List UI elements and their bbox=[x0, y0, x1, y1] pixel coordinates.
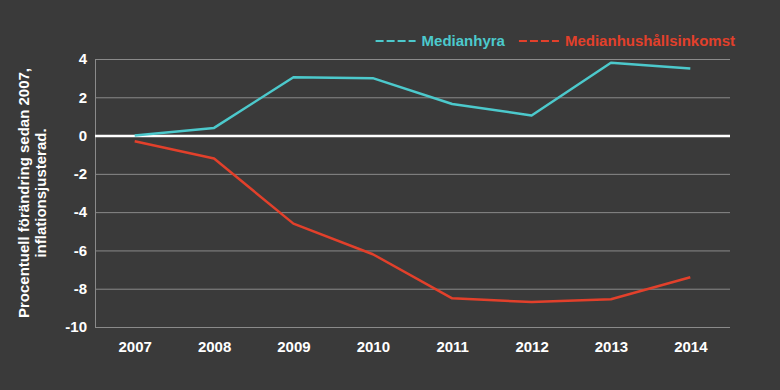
x-axis: 2007 2008 2009 2010 2011 2012 2013 2014 bbox=[119, 338, 709, 355]
x-tick: 2011 bbox=[436, 338, 469, 355]
grid-line bbox=[95, 212, 730, 213]
x-tick-label: 2007 bbox=[119, 338, 152, 355]
y-tick-label: 2 bbox=[79, 89, 87, 106]
legend-label: Medianhushållsinkomst bbox=[565, 32, 735, 49]
y-axis-title-line: inflationsjusterad. bbox=[32, 128, 49, 257]
y-tick-label: -8 bbox=[74, 280, 87, 297]
chart: -10-8-6-4-202420072008200920102011201220… bbox=[0, 0, 780, 390]
y-tick-label: -2 bbox=[74, 165, 87, 182]
x-tick-label: 2012 bbox=[515, 338, 548, 355]
y-axis: -10 -8 -6 -4 -2 0 2 4 bbox=[65, 50, 730, 335]
x-tick: 2009 bbox=[277, 338, 310, 355]
y-tick: -2 bbox=[74, 165, 730, 182]
y-tick: -4 bbox=[74, 203, 730, 220]
plot: -10-8-6-4-202420072008200920102011201220… bbox=[65, 50, 730, 354]
grid-line bbox=[95, 327, 730, 328]
y-tick-label: -4 bbox=[74, 203, 88, 220]
y-tick: 2 bbox=[79, 89, 730, 106]
y-tick-label: -10 bbox=[65, 318, 87, 335]
x-tick-label: 2013 bbox=[595, 338, 628, 355]
grid-line bbox=[95, 97, 730, 98]
y-tick: -6 bbox=[74, 242, 730, 259]
series-line bbox=[135, 63, 691, 136]
legend-item: Medianhushållsinkomst bbox=[519, 32, 735, 49]
y-tick: 0 bbox=[79, 127, 730, 144]
y-tick-label: 4 bbox=[79, 50, 88, 67]
y-axis-title-line: Procentuell förändring sedan 2007, bbox=[15, 68, 32, 318]
x-tick: 2010 bbox=[357, 338, 390, 355]
x-tick-label: 2010 bbox=[357, 338, 390, 355]
background bbox=[0, 0, 780, 390]
grid-line bbox=[95, 135, 730, 138]
legend-item: Medianhyra bbox=[376, 32, 506, 49]
x-tick: 2007 bbox=[119, 338, 152, 355]
legend-label: Medianhyra bbox=[422, 32, 506, 49]
grid-line bbox=[95, 250, 730, 251]
y-tick-label: 0 bbox=[79, 127, 87, 144]
grid-line bbox=[95, 174, 730, 175]
x-tick-label: 2008 bbox=[198, 338, 231, 355]
x-tick: 2012 bbox=[515, 338, 548, 355]
grid-line bbox=[95, 289, 730, 290]
x-tick-label: 2011 bbox=[436, 338, 469, 355]
x-tick: 2013 bbox=[595, 338, 628, 355]
legend: Medianhushållsinkomst Medianhyra bbox=[376, 32, 735, 49]
grid-line bbox=[95, 59, 730, 60]
y-axis-line bbox=[96, 60, 731, 328]
x-tick-label: 2014 bbox=[674, 338, 708, 355]
x-tick-label: 2009 bbox=[277, 338, 310, 355]
legend-swatch bbox=[376, 40, 416, 42]
x-tick: 2014 bbox=[674, 338, 708, 355]
lines bbox=[135, 63, 691, 302]
y-axis-title: Procentuell förändring sedan 2007,inflat… bbox=[15, 68, 49, 318]
y-tick-label: -6 bbox=[74, 242, 87, 259]
y-tick: -10 bbox=[65, 318, 730, 335]
series-line bbox=[135, 141, 691, 302]
x-tick: 2008 bbox=[198, 338, 231, 355]
legend-swatch bbox=[519, 40, 559, 42]
